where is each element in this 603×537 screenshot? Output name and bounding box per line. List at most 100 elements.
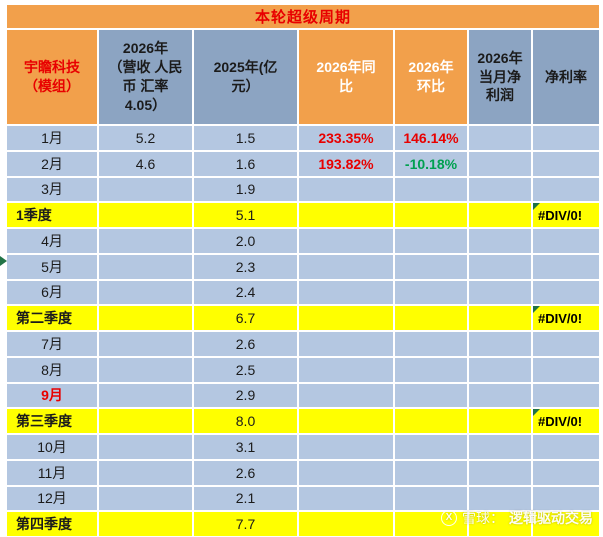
yoy-cell[interactable] [299,306,393,330]
mom-cell[interactable] [395,254,467,279]
yoy-cell[interactable] [299,383,393,408]
net-profit-cell[interactable] [469,512,531,536]
net-margin-cell[interactable]: #DIV/0! [533,409,599,433]
yoy-cell[interactable]: 193.82% [299,151,393,176]
month-cell[interactable]: 9月 [7,383,97,408]
month-cell[interactable]: 7月 [7,332,97,356]
revenue-2025-cell[interactable]: 6.7 [194,306,297,330]
mom-cell[interactable] [395,460,467,485]
revenue-2025-cell[interactable]: 1.6 [194,151,297,176]
revenue-2025-cell[interactable]: 2.9 [194,383,297,408]
yoy-cell[interactable] [299,435,393,459]
net-margin-cell[interactable]: #DIV/0! [533,203,599,227]
revenue-2026-cell[interactable] [99,254,192,279]
header-revenue-2026[interactable]: 2026年 （营收 人民 币 汇率 4.05） [99,30,192,124]
net-margin-cell[interactable] [533,460,599,485]
revenue-2026-cell[interactable] [99,229,192,253]
header-mom[interactable]: 2026年 环比 [395,30,467,124]
revenue-2025-cell[interactable]: 5.1 [194,203,297,227]
revenue-2026-cell[interactable] [99,435,192,459]
net-profit-cell[interactable] [469,177,531,202]
revenue-2025-cell[interactable]: 2.4 [194,280,297,305]
net-profit-cell[interactable] [469,306,531,330]
month-cell[interactable]: 8月 [7,357,97,382]
net-profit-cell[interactable] [469,383,531,408]
header-company[interactable]: 宇瞻科技 （模组） [7,30,97,124]
revenue-2026-cell[interactable]: 5.2 [99,126,192,150]
month-cell[interactable]: 4月 [7,229,97,253]
month-cell[interactable]: 3月 [7,177,97,202]
revenue-2026-cell[interactable] [99,306,192,330]
mom-cell[interactable] [395,203,467,227]
revenue-2025-cell[interactable]: 8.0 [194,409,297,433]
revenue-2026-cell[interactable] [99,203,192,227]
revenue-2026-cell[interactable]: 4.6 [99,151,192,176]
net-margin-cell[interactable]: #DIV/0! [533,306,599,330]
revenue-2025-cell[interactable]: 2.6 [194,332,297,356]
revenue-2025-cell[interactable]: 3.1 [194,435,297,459]
net-profit-cell[interactable] [469,435,531,459]
revenue-2025-cell[interactable]: 1.9 [194,177,297,202]
mom-cell[interactable] [395,332,467,356]
yoy-cell[interactable] [299,357,393,382]
net-margin-cell[interactable] [533,435,599,459]
revenue-2025-cell[interactable]: 7.7 [194,512,297,536]
month-cell[interactable]: 11月 [7,460,97,485]
net-profit-cell[interactable] [469,460,531,485]
month-cell[interactable]: 12月 [7,486,97,511]
net-profit-cell[interactable] [469,203,531,227]
net-margin-cell[interactable] [533,486,599,511]
net-margin-cell[interactable] [533,177,599,202]
revenue-2025-cell[interactable]: 2.1 [194,486,297,511]
header-net-margin[interactable]: 净利率 [533,30,599,124]
net-profit-cell[interactable] [469,280,531,305]
net-profit-cell[interactable] [469,332,531,356]
revenue-2026-cell[interactable] [99,409,192,433]
yoy-cell[interactable] [299,486,393,511]
net-margin-cell[interactable] [533,254,599,279]
mom-cell[interactable] [395,383,467,408]
yoy-cell[interactable] [299,332,393,356]
revenue-2026-cell[interactable] [99,177,192,202]
month-cell[interactable]: 1月 [7,126,97,150]
mom-cell[interactable] [395,177,467,202]
month-cell[interactable]: 第二季度 [7,306,97,330]
yoy-cell[interactable] [299,409,393,433]
header-yoy[interactable]: 2026年同 比 [299,30,393,124]
net-profit-cell[interactable] [469,151,531,176]
mom-cell[interactable]: 146.14% [395,126,467,150]
mom-cell[interactable] [395,357,467,382]
revenue-2026-cell[interactable] [99,332,192,356]
yoy-cell[interactable] [299,512,393,536]
month-cell[interactable]: 5月 [7,254,97,279]
mom-cell[interactable] [395,486,467,511]
net-margin-cell[interactable] [533,332,599,356]
yoy-cell[interactable] [299,254,393,279]
net-profit-cell[interactable] [469,409,531,433]
revenue-2025-cell[interactable]: 2.3 [194,254,297,279]
table-title[interactable]: 本轮超级周期 [7,5,599,28]
net-margin-cell[interactable] [533,229,599,253]
revenue-2026-cell[interactable] [99,383,192,408]
yoy-cell[interactable] [299,280,393,305]
month-cell[interactable]: 1季度 [7,203,97,227]
revenue-2025-cell[interactable]: 2.5 [194,357,297,382]
mom-cell[interactable] [395,435,467,459]
month-cell[interactable]: 第三季度 [7,409,97,433]
mom-cell[interactable]: -10.18% [395,151,467,176]
yoy-cell[interactable] [299,229,393,253]
net-profit-cell[interactable] [469,357,531,382]
net-margin-cell[interactable] [533,512,599,536]
revenue-2026-cell[interactable] [99,512,192,536]
mom-cell[interactable] [395,409,467,433]
yoy-cell[interactable] [299,177,393,202]
yoy-cell[interactable]: 233.35% [299,126,393,150]
net-margin-cell[interactable] [533,383,599,408]
mom-cell[interactable] [395,280,467,305]
net-profit-cell[interactable] [469,229,531,253]
month-cell[interactable]: 6月 [7,280,97,305]
revenue-2026-cell[interactable] [99,460,192,485]
net-margin-cell[interactable] [533,357,599,382]
net-profit-cell[interactable] [469,254,531,279]
mom-cell[interactable] [395,229,467,253]
